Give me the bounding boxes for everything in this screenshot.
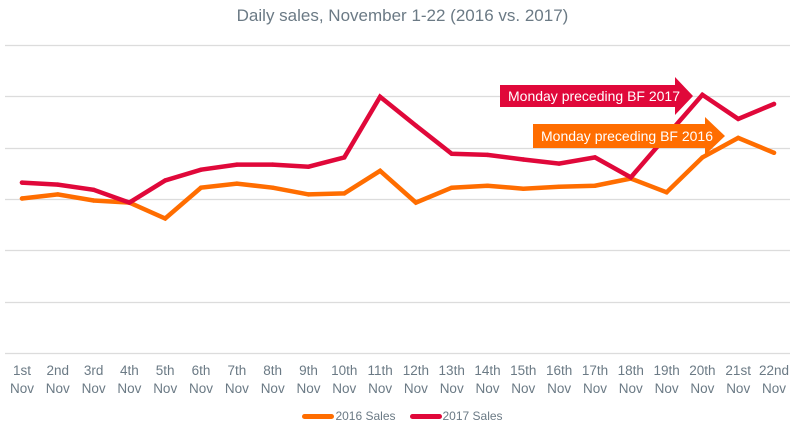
legend-item-2017[interactable]: 2017 Sales <box>409 409 503 423</box>
data-point-2016[interactable] <box>306 192 311 197</box>
data-point-2017[interactable] <box>771 101 777 107</box>
data-point-2017[interactable] <box>91 187 96 192</box>
x-tick-label: 2nd Nov <box>46 363 70 396</box>
x-tick-label: 13th Nov <box>439 363 465 396</box>
chart-title: Daily sales, November 1-22 (2016 vs. 201… <box>236 6 569 25</box>
x-tick-label: 10th Nov <box>331 363 357 396</box>
data-point-2017[interactable] <box>700 92 705 98</box>
data-point-2016[interactable] <box>700 155 705 160</box>
data-point-2016[interactable] <box>19 196 25 201</box>
data-point-2016[interactable] <box>270 185 275 190</box>
x-axis-tick-labels: 1st Nov 2nd Nov 3rd Nov 4th Nov 5th Nov 6th Nov 7th N… <box>10 363 789 396</box>
x-tick-label: 18th Nov <box>618 363 644 396</box>
callout-arrow-2017: Monday preceding BF 2017 <box>500 77 693 115</box>
x-tick-label: 14th Nov <box>474 363 500 396</box>
data-point-2016[interactable] <box>736 135 741 141</box>
legend-item-2016[interactable]: 2016 Sales <box>302 409 396 423</box>
legend-swatch-2016 <box>302 413 335 419</box>
x-tick-label: 19th Nov <box>653 363 679 396</box>
data-point-2017[interactable] <box>592 155 598 160</box>
data-point-2016[interactable] <box>234 181 240 186</box>
data-point-2017[interactable] <box>198 167 204 172</box>
data-point-2017[interactable] <box>736 116 741 122</box>
data-point-2017[interactable] <box>556 161 562 166</box>
data-point-2017[interactable] <box>521 157 526 162</box>
data-point-2016[interactable] <box>163 216 168 221</box>
data-point-2016[interactable] <box>198 185 204 190</box>
data-point-2017[interactable] <box>270 162 275 167</box>
x-tick-label: 21st Nov <box>725 363 751 396</box>
x-tick-label: 4th Nov <box>117 363 141 396</box>
data-point-2017[interactable] <box>377 94 383 100</box>
series-line-2017 <box>19 91 777 206</box>
legend-label-2017: 2017 Sales <box>442 409 503 423</box>
data-point-2017[interactable] <box>127 200 132 205</box>
x-tick-label: 9th Nov <box>296 363 320 396</box>
x-tick-label: 12th Nov <box>403 363 429 396</box>
data-point-2017[interactable] <box>342 155 347 160</box>
x-tick-label: 1st Nov <box>10 363 34 396</box>
x-tick-label: 7th Nov <box>225 363 249 396</box>
x-tick-label: 6th Nov <box>189 363 213 396</box>
data-point-2017[interactable] <box>449 151 454 156</box>
data-point-2017[interactable] <box>163 178 168 183</box>
data-point-2016[interactable] <box>342 191 347 196</box>
data-point-2016[interactable] <box>556 184 562 189</box>
data-point-2017[interactable] <box>55 182 60 187</box>
x-tick-label: 11th Nov <box>367 363 392 396</box>
x-tick-label: 20th Nov <box>689 363 715 396</box>
data-point-2016[interactable] <box>485 183 490 188</box>
data-point-2017[interactable] <box>19 180 25 185</box>
data-point-2016[interactable] <box>55 192 60 197</box>
x-tick-label: 5th Nov <box>153 363 177 396</box>
data-point-2016[interactable] <box>592 183 598 188</box>
callout-arrow-shape <box>500 77 693 115</box>
x-tick-label: 17th Nov <box>582 363 608 396</box>
series-line-2016 <box>19 135 777 222</box>
data-point-2017[interactable] <box>306 164 311 169</box>
data-point-2017[interactable] <box>234 162 240 167</box>
legend: 2016 Sales 2017 Sales <box>0 409 805 423</box>
data-point-2016[interactable] <box>664 190 669 195</box>
data-point-2016[interactable] <box>91 198 96 203</box>
callouts: Monday preceding BF 2017 Monday preceding… <box>500 77 725 155</box>
callout-arrow-shape <box>533 117 725 155</box>
x-tick-label: 15th Nov <box>510 363 536 396</box>
callout-label: Monday preceding BF 2017 <box>508 88 680 104</box>
x-tick-label: 16th Nov <box>546 363 572 396</box>
legend-label-2016: 2016 Sales <box>335 409 396 423</box>
x-tick-label: 8th Nov <box>261 363 285 396</box>
data-point-2016[interactable] <box>449 185 454 190</box>
data-point-2016[interactable] <box>377 168 383 173</box>
x-tick-label: 3rd Nov <box>82 363 106 396</box>
callout-arrow-2016: Monday preceding BF 2016 <box>533 117 725 155</box>
data-point-2017[interactable] <box>413 123 419 128</box>
legend-swatch-2017 <box>409 413 442 419</box>
data-point-2016[interactable] <box>521 186 526 191</box>
gridlines <box>5 44 790 355</box>
data-point-2017[interactable] <box>628 175 633 180</box>
x-tick-label: 22nd Nov <box>759 363 789 396</box>
series-lines <box>19 91 777 222</box>
callout-label: Monday preceding BF 2016 <box>541 128 713 144</box>
data-point-2017[interactable] <box>485 152 490 158</box>
data-point-2016[interactable] <box>771 150 777 155</box>
data-point-2016[interactable] <box>413 200 419 205</box>
